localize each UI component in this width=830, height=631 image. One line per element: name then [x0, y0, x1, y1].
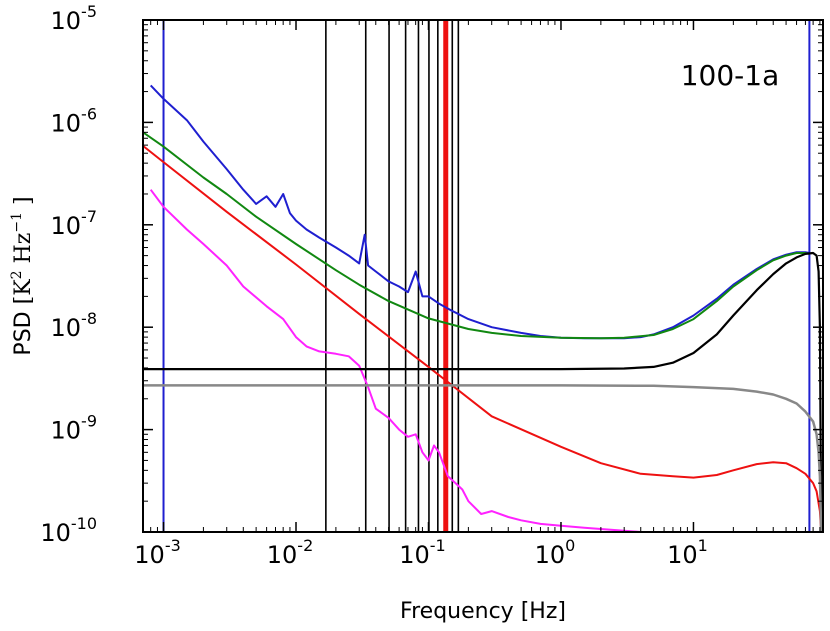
panel-label: 100-1a [681, 59, 780, 92]
series-line [143, 145, 823, 532]
y-tick-label-base: 10 [51, 314, 82, 342]
tick-labels: 10-3 10-2 10-1 100 10110-1010-910-810-710-61… [40, 2, 708, 569]
x-axis-label: Frequency [Hz] [400, 599, 566, 624]
y-axis-unit-base2: Hz [11, 233, 36, 264]
y-tick-label-exponent: -9 [81, 412, 97, 431]
x-tick-label: 10-2 [267, 536, 314, 569]
x-tick-label: 10-3 [134, 536, 181, 569]
series-line [143, 384, 823, 532]
x-tick-label-base: 10 [667, 541, 698, 569]
y-axis-unit-base1: K [11, 279, 36, 296]
x-tick-label-exponent: -3 [165, 536, 181, 555]
x-tick-label-exponent: -1 [430, 536, 446, 555]
series-line [143, 131, 810, 340]
x-tick-label-base: 10 [134, 541, 165, 569]
vertical-lines [162, 20, 811, 532]
plot-area [143, 20, 823, 532]
y-tick-label-base: 10 [51, 417, 82, 445]
x-tick-label-base: 10 [267, 541, 298, 569]
y-axis-label-open-bracket: [ [11, 296, 36, 305]
x-tick-label-exponent: -2 [297, 536, 313, 555]
y-tick-label: 10-5 [51, 2, 98, 35]
y-tick-label-exponent: -8 [81, 309, 97, 328]
x-tick-label-exponent: 1 [698, 536, 708, 555]
plot-frame [142, 19, 824, 533]
y-axis-label-prefix: PSD [11, 311, 36, 355]
y-tick-label-base: 10 [40, 519, 71, 547]
series-group [143, 84, 823, 532]
series-line [149, 189, 641, 532]
x-tick-label: 10-1 [399, 536, 446, 569]
x-tick-label-exponent: 0 [565, 536, 575, 555]
x-tick-label: 100 [535, 536, 576, 569]
y-tick-label-base: 10 [51, 212, 82, 240]
y-tick-label: 10-7 [51, 207, 98, 240]
series-line [143, 251, 823, 532]
y-tick-label: 10-10 [40, 514, 97, 547]
y-axis-label-close-bracket: ] [11, 196, 36, 212]
y-tick-label-exponent: -5 [81, 2, 97, 21]
y-axis-label-group: PSD [K2 Hz−1 ] [9, 196, 36, 355]
y-tick-label: 10-9 [51, 412, 98, 445]
x-tick-label-base: 10 [399, 541, 430, 569]
y-tick-label-exponent: -6 [81, 104, 97, 123]
series-line [149, 84, 810, 340]
y-tick-label: 10-6 [51, 104, 98, 137]
y-tick-label-base: 10 [51, 109, 82, 137]
y-axis-label: PSD [K2 Hz−1 ] [9, 196, 36, 355]
y-tick-label-exponent: -10 [71, 514, 97, 533]
y-tick-label-exponent: -7 [81, 207, 97, 226]
x-tick-label: 101 [667, 536, 708, 569]
y-tick-label: 10-8 [51, 309, 98, 342]
axis-ticks [142, 19, 823, 533]
y-axis-unit-exp1: 2 [9, 270, 25, 279]
y-axis-unit-space [11, 263, 36, 270]
y-tick-label-base: 10 [51, 7, 82, 35]
y-axis-unit-exp2: −1 [9, 212, 25, 233]
x-tick-label-base: 10 [535, 541, 566, 569]
